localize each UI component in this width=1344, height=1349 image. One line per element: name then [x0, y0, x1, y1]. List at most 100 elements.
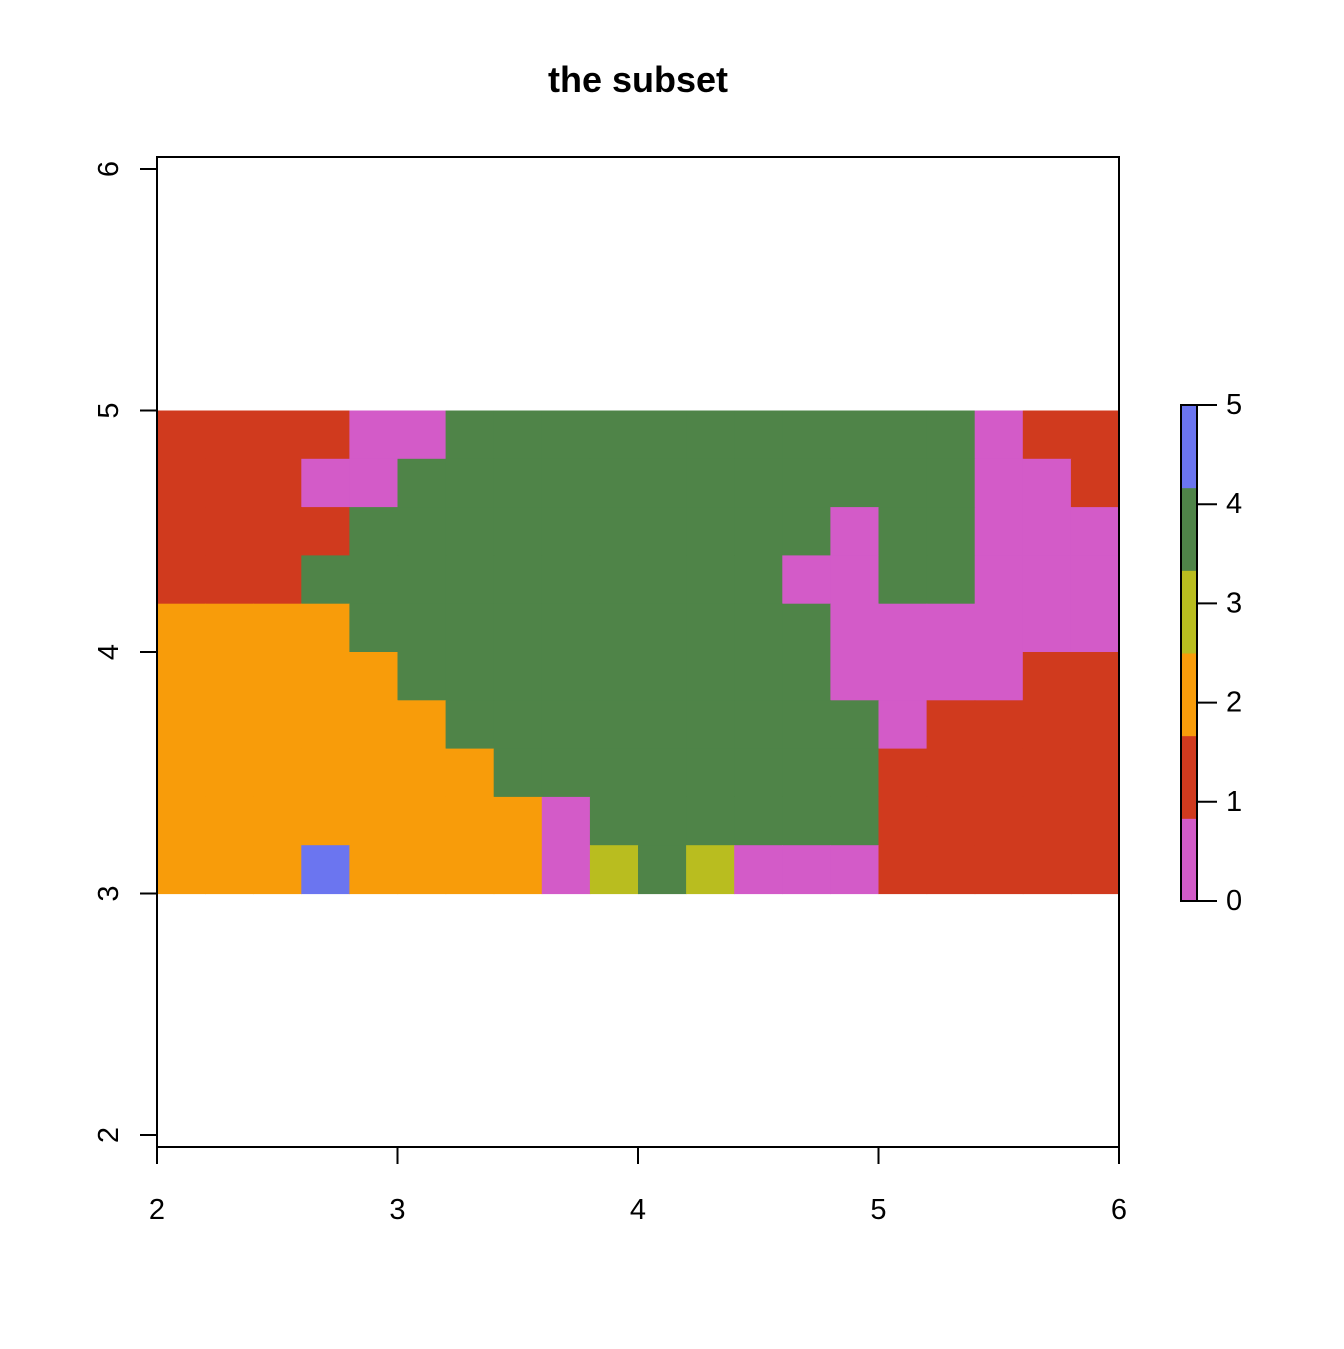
raster-cell [1022, 555, 1072, 605]
raster-cell [253, 555, 302, 605]
raster-cell [253, 652, 302, 701]
raster-cell [445, 845, 495, 895]
raster-cell [830, 555, 880, 605]
chart-title: the subset [548, 59, 728, 100]
raster-cell [301, 603, 350, 653]
raster-cell [974, 796, 1024, 846]
raster-cell [589, 845, 639, 895]
raster-cell [157, 507, 206, 556]
raster-cell [878, 748, 928, 798]
legend-tick-label: 0 [1226, 885, 1242, 917]
raster-cell [205, 458, 254, 508]
raster-cell [301, 652, 350, 701]
raster-cell [974, 652, 1024, 701]
legend-swatch [1181, 487, 1197, 571]
raster-cell [205, 700, 254, 750]
raster-cell [349, 796, 399, 846]
raster-cell [253, 748, 302, 798]
raster-cell [349, 458, 399, 508]
raster-cell [638, 700, 687, 750]
raster-cell [301, 796, 350, 846]
raster-cell [782, 652, 831, 701]
raster-cell [830, 845, 880, 895]
raster-cell [686, 458, 735, 508]
raster-cell [974, 410, 1024, 460]
raster-cell [541, 555, 591, 605]
raster-cells [157, 410, 1120, 895]
legend-frame [1180, 404, 1198, 902]
raster-cell [734, 700, 783, 750]
raster-cell [445, 700, 495, 750]
raster-cell [589, 748, 639, 798]
legend-tick-label: 1 [1226, 786, 1242, 818]
raster-cell [830, 458, 880, 508]
raster-cell [1022, 796, 1072, 846]
raster-cell [878, 700, 928, 750]
raster-cell [734, 507, 783, 556]
y-tick-label: 6 [93, 161, 125, 177]
raster-cell [1070, 796, 1120, 846]
raster-cell [397, 796, 447, 846]
raster-cell [445, 410, 495, 460]
raster-cell [638, 796, 687, 846]
raster-cell [493, 555, 543, 605]
raster-cell [1070, 603, 1120, 653]
raster-cell [1070, 410, 1120, 460]
raster-cell [926, 845, 976, 895]
raster-cell [878, 652, 928, 701]
raster-cell [397, 458, 447, 508]
x-tick-label: 3 [389, 1194, 405, 1226]
raster-cell [1070, 507, 1120, 556]
raster-cell [1022, 603, 1072, 653]
y-tick-label: 4 [93, 644, 125, 660]
raster-cell [926, 603, 976, 653]
raster-cell [589, 458, 639, 508]
raster-cell [253, 458, 302, 508]
raster-cell [157, 458, 206, 508]
raster-cell [205, 845, 254, 895]
raster-cell [397, 410, 447, 460]
raster-cell [589, 603, 639, 653]
raster-cell [301, 507, 350, 556]
raster-cell [974, 700, 1024, 750]
raster-cell [397, 700, 447, 750]
raster-cell [157, 652, 206, 701]
raster-cell [638, 507, 687, 556]
raster-cell [1070, 458, 1120, 508]
raster-cell [878, 603, 928, 653]
y-axis: 2 3 4 5 6 [93, 161, 158, 1143]
raster-cell [782, 410, 831, 460]
raster-cell [878, 507, 928, 556]
raster-cell [157, 796, 206, 846]
raster-cell [253, 845, 302, 895]
raster-cell [878, 458, 928, 508]
raster-cell [301, 410, 350, 460]
raster-cell [1022, 748, 1072, 798]
raster-cell [782, 507, 831, 556]
raster-cell [782, 845, 831, 895]
raster-cell [205, 555, 254, 605]
raster-cell [638, 555, 687, 605]
raster-cell [253, 507, 302, 556]
raster-cell [734, 845, 783, 895]
raster-cell [541, 845, 591, 895]
raster-cell [830, 748, 880, 798]
raster-cell [686, 555, 735, 605]
raster-cell [734, 603, 783, 653]
raster-cell [349, 507, 399, 556]
raster-cell [1022, 700, 1072, 750]
raster-cell [589, 700, 639, 750]
raster-cell [638, 845, 687, 895]
raster-cell [830, 652, 880, 701]
raster-cell [782, 603, 831, 653]
raster-cell [349, 845, 399, 895]
raster-cell [253, 796, 302, 846]
raster-cell [445, 652, 495, 701]
raster-cell [541, 796, 591, 846]
raster-cell [878, 845, 928, 895]
raster-cell [397, 748, 447, 798]
raster-cell [686, 748, 735, 798]
raster-cell [253, 410, 302, 460]
raster-cell [734, 410, 783, 460]
legend-swatch [1181, 405, 1197, 489]
